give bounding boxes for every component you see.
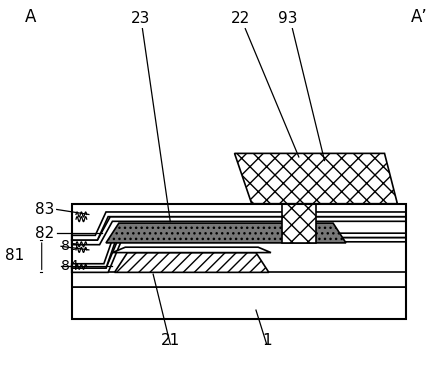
- Polygon shape: [115, 253, 269, 272]
- Polygon shape: [113, 247, 271, 253]
- Bar: [72, 272, 406, 287]
- Text: A’: A’: [411, 8, 427, 26]
- Text: 83: 83: [35, 202, 54, 217]
- Bar: [72, 204, 406, 319]
- Polygon shape: [72, 212, 406, 240]
- Bar: [282, 204, 316, 243]
- Text: 1: 1: [262, 333, 272, 348]
- Polygon shape: [72, 233, 406, 268]
- Polygon shape: [106, 223, 346, 243]
- Bar: [72, 287, 406, 319]
- Polygon shape: [234, 153, 397, 204]
- Text: 22: 22: [231, 11, 251, 26]
- Polygon shape: [72, 238, 406, 272]
- Text: 85: 85: [61, 239, 78, 253]
- Text: A: A: [24, 8, 36, 26]
- Text: 81: 81: [5, 248, 24, 263]
- Text: 82: 82: [35, 226, 54, 241]
- Text: 21: 21: [161, 333, 180, 348]
- Text: 93: 93: [278, 11, 298, 26]
- Polygon shape: [72, 217, 406, 245]
- Text: 23: 23: [131, 11, 150, 26]
- Text: 84: 84: [61, 259, 78, 273]
